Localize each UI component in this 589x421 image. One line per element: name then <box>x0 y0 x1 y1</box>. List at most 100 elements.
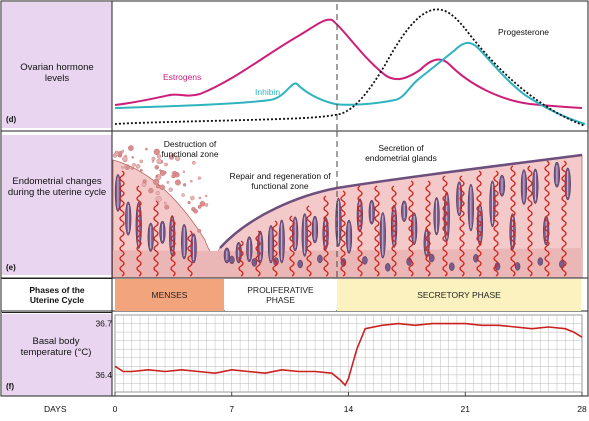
shed-fragment <box>155 175 159 178</box>
shed-fragment <box>148 187 154 194</box>
hormone-curves <box>114 4 586 131</box>
shed-fragment <box>181 193 185 197</box>
spiral-artery <box>374 185 380 277</box>
shed-fragment <box>182 170 186 173</box>
estrogens-label: Estrogens <box>163 72 202 82</box>
day-tick-label: 21 <box>461 404 471 414</box>
shed-fragment <box>175 156 181 162</box>
shed-fragment <box>125 164 131 170</box>
gland-basal <box>317 254 323 264</box>
endometrial-sidebar <box>2 135 112 275</box>
day-tick-label: 14 <box>344 404 354 414</box>
gland-basal <box>537 257 544 266</box>
shed-fragment <box>153 178 160 186</box>
spiral-artery <box>357 185 363 277</box>
estrogens-curve <box>114 18 583 109</box>
shed-fragment <box>130 166 135 170</box>
shed-fragment <box>139 159 144 164</box>
day-axis: 0 7 14 21 28 <box>113 392 587 414</box>
spiral-artery <box>340 190 346 277</box>
spiral-artery <box>170 215 176 277</box>
shed-fragment <box>156 158 162 165</box>
phase-proliferative-label: PROLIFERATIVE PHASE <box>247 285 314 305</box>
gland-basal <box>428 253 435 263</box>
shed-fragment <box>151 156 156 161</box>
shed-fragment <box>139 168 143 172</box>
shed-fragment <box>155 196 162 202</box>
spiral-artery <box>153 200 159 277</box>
spiral-artery <box>510 165 516 277</box>
shed-fragment <box>151 160 154 163</box>
spiral-artery <box>527 165 533 277</box>
spiral-artery <box>136 185 142 277</box>
gland-basal <box>449 262 455 271</box>
inhibin-curve <box>114 42 586 125</box>
shed-fragment <box>145 147 148 151</box>
day-tick-label: 0 <box>113 404 118 414</box>
phase-proliferative: PROLIFERATIVE PHASE <box>225 279 336 311</box>
uterine-glands <box>114 161 571 272</box>
endometrial-panel-tag: (e) <box>6 263 16 272</box>
temperature-tick-label: 36.4 <box>95 370 112 380</box>
day-tick-label: 28 <box>577 404 587 414</box>
temperature-sidebar <box>2 314 112 396</box>
inhibin-label: Inhibin <box>255 87 281 97</box>
shed-fragment <box>197 205 202 209</box>
endometrium-surface <box>219 153 583 249</box>
shed-fragment <box>121 166 124 169</box>
shed-fragment <box>172 153 176 156</box>
shedding-debris <box>112 145 209 233</box>
spiral-artery <box>459 175 465 277</box>
spiral-artery <box>408 180 414 277</box>
shed-fragment <box>197 228 202 233</box>
shed-fragment <box>156 184 160 189</box>
spiral-artery <box>561 160 567 277</box>
shed-fragment <box>169 154 175 160</box>
shed-fragment <box>163 201 167 205</box>
shed-fragment <box>154 165 159 170</box>
endometrial-panel-title: Endometrial changes during the uterine c… <box>7 176 107 198</box>
shed-fragment <box>156 154 162 159</box>
temperature-panel-title: Basal body temperature (°C) <box>20 336 92 358</box>
day-tick-label: 7 <box>229 404 234 414</box>
spiral-arteries <box>119 160 567 277</box>
shed-fragment <box>187 200 191 205</box>
endometrium-illustration <box>112 145 583 279</box>
shed-fragment <box>114 150 118 154</box>
ovarian-panel-tag: (d) <box>6 115 17 124</box>
spiral-artery <box>442 175 448 277</box>
shed-fragment <box>193 208 198 214</box>
shed-fragment <box>142 179 147 184</box>
spiral-artery <box>255 230 261 277</box>
spiral-artery <box>425 180 431 277</box>
shed-fragment <box>131 156 134 159</box>
spiral-artery <box>272 220 278 277</box>
shed-fragment <box>204 203 209 207</box>
repair-annotation: Repair and regeneration of functional zo… <box>229 171 331 191</box>
phases-header: Phases of the Uterine Cycle <box>29 285 85 305</box>
endometrium-basal-layer <box>113 248 582 278</box>
shed-fragment <box>166 180 170 184</box>
temperature-panel-tag: (f) <box>6 382 14 391</box>
spiral-artery <box>289 215 295 277</box>
gland-basal <box>514 262 521 271</box>
temperature-y-ticks: 36.4 36.7 <box>95 319 112 380</box>
spiral-artery <box>476 170 482 277</box>
phase-secretory: SECRETORY PHASE <box>337 279 581 311</box>
shed-fragment <box>189 179 193 183</box>
phase-menses: MENSES <box>115 279 224 311</box>
shed-fragment <box>159 184 165 190</box>
progesterone-curve <box>114 8 586 127</box>
shed-fragment <box>198 196 202 200</box>
shed-fragment <box>164 204 170 210</box>
spiral-artery <box>306 205 312 277</box>
destruction-annotation: Destruction of functional zone <box>161 139 219 159</box>
temperature-curve <box>114 322 583 387</box>
shed-fragment <box>128 145 134 151</box>
spiral-artery <box>493 170 499 277</box>
spiral-artery <box>391 185 397 277</box>
shed-fragment <box>155 190 160 195</box>
shed-fragment <box>164 162 168 167</box>
shed-fragment <box>192 160 196 165</box>
